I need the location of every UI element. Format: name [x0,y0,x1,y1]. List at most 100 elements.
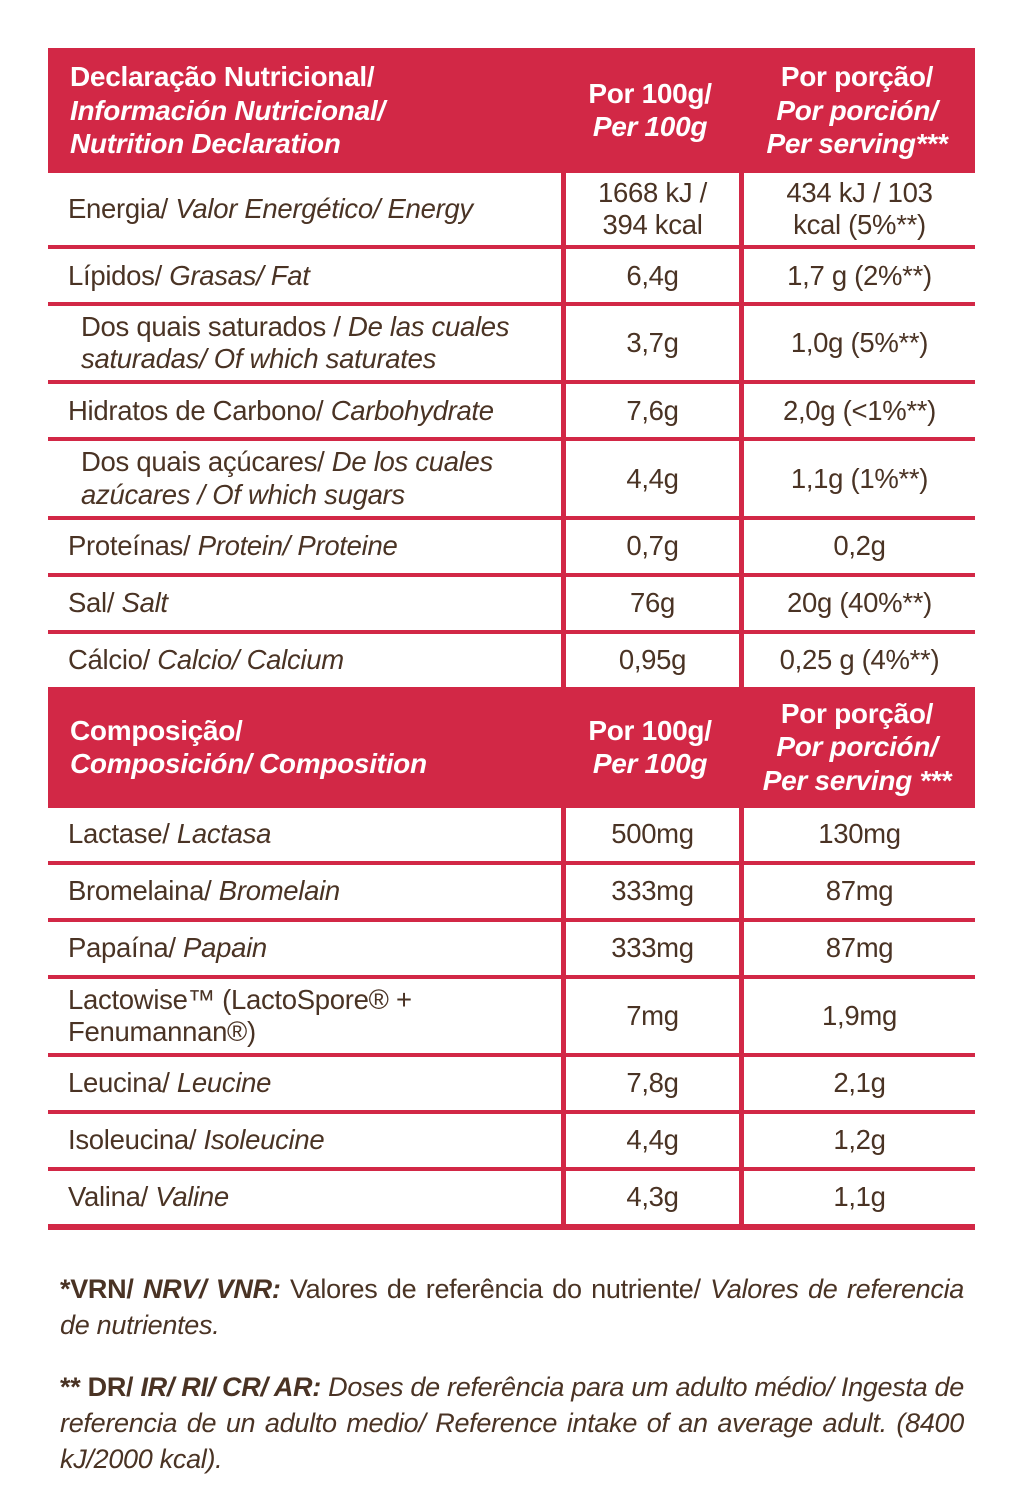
nutrient-name: Dos quais açúcares/ [81,446,325,478]
row-label: Bromelaina/ Bromelain [48,865,561,918]
footnotes: *VRN/ NRV/ VNR: Valores de referência do… [60,1272,964,1478]
per-serving-pt: Por porção/ [780,697,934,729]
row-label: Sal/ Salt [48,577,561,630]
per-serving-es: Por porción/ [776,731,938,763]
row-label: Hidratos de Carbono/ Carbohydrate [48,384,561,437]
row-label: Valina/ Valine [48,1171,561,1224]
per-100g-value: 6,4g [561,249,739,303]
ingredient-translation: Isoleucine [196,1124,325,1156]
table-row-carbohydrate: Hidratos de Carbono/ Carbohydrate 7,6g 2… [48,384,975,442]
nutrition-declaration-table: Declaração Nutricional/ Información Nutr… [48,48,975,687]
per-serving-value: 20g (40%**) [739,576,975,630]
per-serving-value: 434 kJ / 103 kcal (5%**) [739,172,975,246]
nutrient-name: Energia/ [68,192,169,224]
nutrient-translation: De los cuales azúcares / Of which sugars [81,446,493,510]
table-row-leucine: Leucina/ Leucine 7,8g 2,1g [48,1056,975,1114]
footnote-nrv-text: Valores de referência do nutriente/ [280,1273,701,1304]
per-100g-value: 333mg [561,921,739,975]
row-label: Lactowise™ (LactoSpore® + Fenumannan®) [48,979,561,1053]
table-row-valine: Valina/ Valine 4,3g 1,1g [48,1170,975,1230]
per-serving-value: 1,7 g (2%**) [739,249,975,303]
per-100g-en: Per 100g [592,111,708,143]
ingredient-translation: Valine [147,1181,229,1213]
row-label: Lactase/ Lactasa [48,808,561,861]
row-label: Leucina/ Leucine [48,1057,561,1110]
ingredient-name: Valina/ [68,1181,148,1213]
nutrient-name: Sal/ [68,587,115,619]
per-serving-value: 0,2g [739,519,975,573]
per-100g-en: Per 100g [592,748,708,780]
per-100g-value: 3,7g [561,306,739,381]
per-serving-value: 1,2g [739,1113,975,1167]
ingredient-name: Isoleucina/ [68,1124,197,1156]
per-serving-en: Per serving*** [766,128,948,160]
footnote-nrv-text-italic: Valores de referencia de nutrientes. [60,1273,965,1340]
composition-title: Composição/ Composición/ Composition [48,702,561,793]
per-100g-value: 0,95g [561,633,739,687]
table-row-lactowise: Lactowise™ (LactoSpore® + Fenumannan®) 7… [48,978,975,1057]
column-header-per-100g: Por 100g/ Per 100g [561,704,739,791]
ingredient-name: Leucina/ [68,1067,170,1099]
table-row-energy: Energia/ Valor Energético/ Energy 1668 k… [48,172,975,250]
ingredient-name: Lactase/ [68,818,170,849]
per-serving-value: 130mg [739,807,975,861]
row-label: Energia/ Valor Energético/ Energy [48,173,561,245]
per-100g-value: 500mg [561,807,739,861]
per-serving-value: 87mg [739,921,975,975]
footnote-nrv-abbrev: *VRN/ [60,1273,134,1304]
nutrient-name: Cálcio/ [68,644,150,676]
per-serving-en: Per serving *** [762,765,952,796]
per-100g-pt: Por 100g/ [588,714,712,746]
ingredient-translation: Bromelain [211,875,340,906]
row-label: Dos quais saturados / De las cuales satu… [48,306,561,380]
table-row-isoleucine: Isoleucina/ Isoleucine 4,4g 1,2g [48,1113,975,1171]
column-header-per-serving: Por porção/ Por porción/ Per serving*** [739,50,975,171]
declaration-title: Declaração Nutricional/ Información Nutr… [48,48,561,173]
table-row-saturates: Dos quais saturados / De las cuales satu… [48,306,975,385]
footnote-ri-abbrev: ** DR/ [60,1371,134,1402]
ingredient-translation: Lactasa [169,818,272,849]
composition-title-es-en: Composición/ Composition [70,748,427,780]
composition-title-pt: Composição/ [70,714,243,746]
table-row-calcium: Cálcio/ Calcio/ Calcium 0,95g 0,25 g (4%… [48,633,975,687]
nutrient-name: Dos quais saturados / [81,311,349,343]
per-100g-value: 333mg [561,864,739,918]
per-100g-value: 4,3g [561,1170,739,1224]
table-row-bromelain: Bromelaina/ Bromelain 333mg 87mg [48,864,975,922]
ingredient-name: Lactowise™ (LactoSpore® + Fenumannan®) [68,983,412,1047]
nutrient-name: Hidratos de Carbono/ [68,394,324,426]
footnote-nrv: *VRN/ NRV/ VNR: Valores de referência do… [60,1272,964,1344]
nutrient-translation: Salt [114,587,169,619]
per-serving-es: Por porción/ [776,94,938,126]
row-label: Lípidos/ Grasas/ Fat [48,249,561,302]
row-label: Dos quais açúcares/ De los cuales azúcar… [48,441,561,515]
nutrient-translation: Carbohydrate [323,394,494,426]
per-serving-value: 2,0g (<1%**) [739,384,975,438]
row-label: Cálcio/ Calcio/ Calcium [48,634,561,687]
declaration-header: Declaração Nutricional/ Información Nutr… [48,48,975,173]
per-100g-pt: Por 100g/ [588,77,712,109]
nutrient-translation: De las cuales saturadas/ Of which satura… [81,311,510,375]
per-100g-value: 0,7g [561,519,739,573]
nutrient-name: Lípidos/ [68,259,162,291]
declaration-title-en: Nutrition Declaration [70,128,341,160]
table-row-papain: Papaína/ Papain 333mg 87mg [48,921,975,979]
composition-table: Composição/ Composición/ Composition Por… [48,686,975,1230]
table-row-sugars: Dos quais açúcares/ De los cuales azúcar… [48,441,975,520]
per-serving-value: 2,1g [739,1056,975,1110]
ingredient-translation: Leucine [169,1067,272,1099]
declaration-title-pt: Declaração Nutricional/ [70,61,375,92]
composition-header: Composição/ Composición/ Composition Por… [48,686,975,808]
per-100g-value: 1668 kJ / 394 kcal [561,172,739,246]
nutrient-translation: Protein/ Proteine [190,530,398,562]
per-100g-value: 4,4g [561,1113,739,1167]
nutrient-name: Proteínas/ [68,530,191,562]
footnote-nrv-abbrev-italic: NRV/ VNR: [133,1273,281,1304]
nutrient-translation: Grasas/ Fat [161,259,310,291]
per-100g-value: 4,4g [561,441,739,516]
per-serving-value: 1,1g [739,1170,975,1224]
ingredient-name: Papaína/ [68,932,176,963]
table-row-fat: Lípidos/ Grasas/ Fat 6,4g 1,7 g (2%**) [48,249,975,307]
per-serving-pt: Por porção/ [780,61,934,92]
footnote-reference-intake: ** DR/ IR/ RI/ CR/ AR: Doses de referênc… [60,1370,964,1478]
